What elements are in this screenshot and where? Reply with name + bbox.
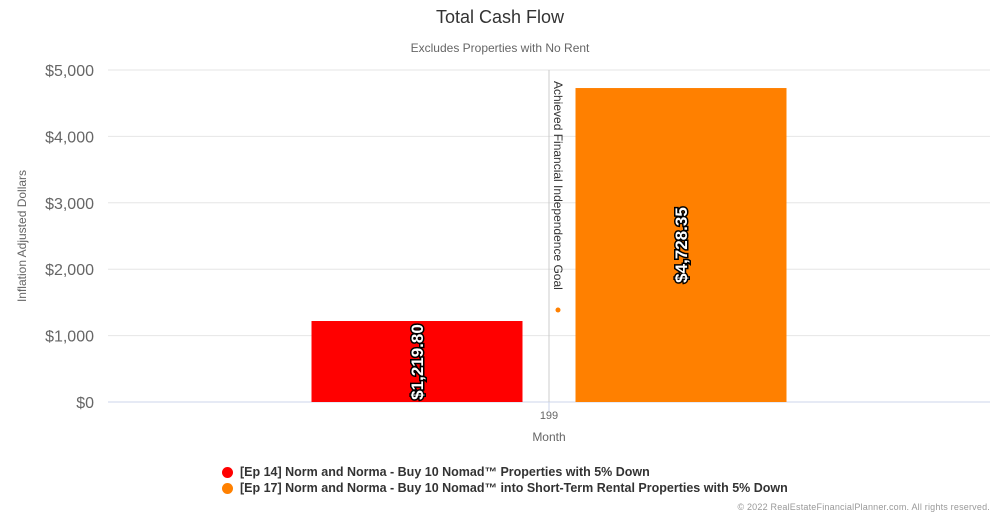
y-tick-label: $1,000 [45, 329, 94, 346]
y-tick-label: $2,000 [45, 262, 94, 279]
chart-title: Total Cash Flow [436, 7, 565, 27]
legend-item-ep17[interactable]: [Ep 17] Norm and Norma - Buy 10 Nomad™ i… [222, 480, 788, 496]
bar-series-2[interactable] [575, 88, 787, 402]
legend-item-ep14[interactable]: [Ep 14] Norm and Norma - Buy 10 Nomad™ P… [222, 464, 788, 480]
y-tick-label: $3,000 [45, 196, 94, 213]
y-tick-label: $4,000 [45, 129, 94, 146]
y-axis-tick-labels: $0 $1,000 $2,000 $3,000 $4,000 $5,000 [45, 63, 94, 412]
data-labels: $1,219.80 $4,728.35 [407, 206, 693, 402]
bars [311, 88, 787, 402]
data-label-series-2: $4,728.35 [672, 207, 691, 283]
y-tick-label: $5,000 [45, 63, 94, 80]
x-axis-tick-labels: 199 [540, 410, 558, 422]
legend: [Ep 14] Norm and Norma - Buy 10 Nomad™ P… [222, 464, 788, 496]
y-tick-label: $0 [76, 395, 94, 412]
bar-series-1[interactable] [311, 321, 523, 402]
legend-marker-ep14 [222, 466, 233, 478]
legend-label-ep17: [Ep 17] Norm and Norma - Buy 10 Nomad™ i… [240, 481, 788, 495]
legend-marker-ep17 [222, 482, 233, 494]
goal-annotation-marker [555, 307, 561, 313]
legend-label-ep14: [Ep 14] Norm and Norma - Buy 10 Nomad™ P… [240, 465, 650, 479]
chart-subtitle: Excludes Properties with No Rent [411, 41, 590, 55]
y-axis-title: Inflation Adjusted Dollars [15, 170, 29, 302]
credit-text[interactable]: © 2022 RealEstateFinancialPlanner.com. A… [737, 502, 990, 512]
x-axis-title: Month [532, 430, 565, 444]
goal-annotation: Achieved Financial Independence Goal [551, 81, 565, 290]
data-label-series-1: $1,219.80 [408, 324, 427, 400]
x-tick-label: 199 [540, 410, 558, 422]
